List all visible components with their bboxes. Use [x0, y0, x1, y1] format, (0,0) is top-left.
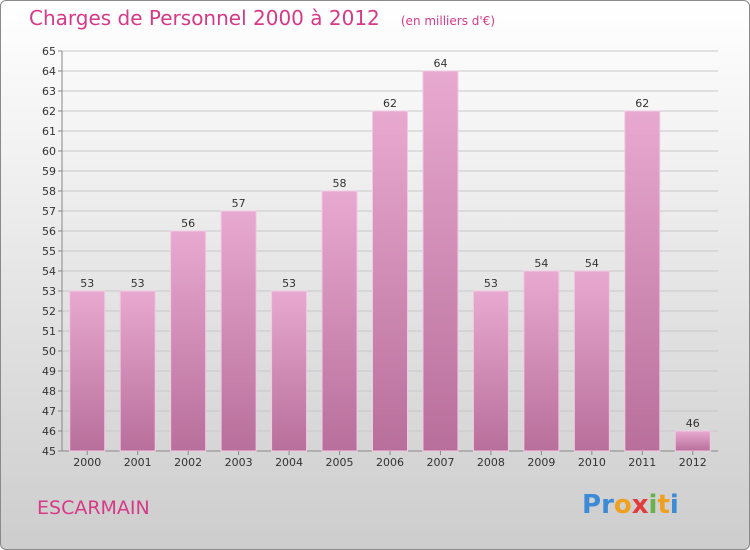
bar-value-label: 64 [433, 57, 447, 70]
x-tick-label: 2002 [174, 456, 202, 469]
y-tick-label: 46 [42, 425, 56, 438]
bar [271, 290, 308, 452]
title-row: Charges de Personnel 2000 à 2012 (en mil… [29, 6, 495, 30]
bar [573, 270, 610, 452]
logo-letter: r [601, 490, 614, 520]
logo-letter: i [669, 490, 679, 520]
bar [321, 190, 358, 452]
commune-name: ESCARMAIN [37, 497, 150, 519]
x-tick-label: 2010 [578, 456, 606, 469]
y-tick-label: 63 [42, 85, 56, 98]
y-tick-label: 51 [42, 325, 56, 338]
chart-subtitle: (en milliers d'€) [400, 14, 495, 28]
bar [170, 230, 207, 452]
y-tick-label: 59 [42, 165, 56, 178]
bar-value-label: 56 [181, 217, 195, 230]
x-tick-label: 2011 [628, 456, 656, 469]
bar [674, 430, 711, 452]
y-tick-label: 61 [42, 125, 56, 138]
y-tick-label: 50 [42, 345, 56, 358]
x-tick-label: 2008 [477, 456, 505, 469]
bar [624, 110, 661, 452]
y-tick-label: 64 [42, 65, 56, 78]
y-tick-label: 58 [42, 185, 56, 198]
y-tick-label: 45 [42, 445, 56, 458]
bar-value-label: 46 [686, 417, 700, 430]
bar [220, 210, 257, 452]
bar-value-label: 53 [131, 277, 145, 290]
bar [523, 270, 560, 452]
bar-value-label: 54 [534, 257, 548, 270]
x-tick-label: 2004 [275, 456, 303, 469]
bar-value-label: 57 [232, 197, 246, 210]
bar-value-label: 53 [484, 277, 498, 290]
bar-value-label: 54 [585, 257, 599, 270]
y-tick-label: 65 [42, 45, 56, 58]
bar [69, 290, 106, 452]
chart-title: Charges de Personnel 2000 à 2012 [29, 6, 380, 30]
x-tick-label: 2006 [376, 456, 404, 469]
bar [119, 290, 156, 452]
logo-letter: x [631, 490, 649, 520]
x-tick-label: 2012 [679, 456, 707, 469]
x-tick-label: 2005 [326, 456, 354, 469]
y-tick-label: 57 [42, 205, 56, 218]
y-tick-label: 52 [42, 305, 56, 318]
y-tick-label: 56 [42, 225, 56, 238]
bar-value-label: 58 [333, 177, 347, 190]
y-tick-label: 60 [42, 145, 56, 158]
logo-letter: o [613, 490, 632, 520]
bar [372, 110, 408, 452]
x-tick-label: 2003 [225, 456, 253, 469]
proxiti-logo: Proxiti [582, 490, 679, 520]
bar-value-label: 62 [383, 97, 397, 110]
logo-letter: i [648, 490, 658, 520]
bar-value-label: 53 [80, 277, 94, 290]
bar [422, 70, 459, 452]
logo-letter: t [657, 490, 670, 520]
bar [472, 290, 509, 452]
y-tick-label: 48 [42, 385, 56, 398]
y-tick-label: 49 [42, 365, 56, 378]
x-tick-label: 2000 [73, 456, 101, 469]
y-tick-label: 53 [42, 285, 56, 298]
bar-value-label: 62 [635, 97, 649, 110]
y-tick-label: 55 [42, 245, 56, 258]
logo-letter: P [582, 490, 602, 520]
y-tick-label: 54 [42, 265, 56, 278]
y-tick-label: 62 [42, 105, 56, 118]
y-tick-label: 47 [42, 405, 56, 418]
bar-value-label: 53 [282, 277, 296, 290]
x-tick-label: 2009 [527, 456, 555, 469]
x-tick-label: 2001 [124, 456, 152, 469]
x-tick-label: 2007 [426, 456, 454, 469]
